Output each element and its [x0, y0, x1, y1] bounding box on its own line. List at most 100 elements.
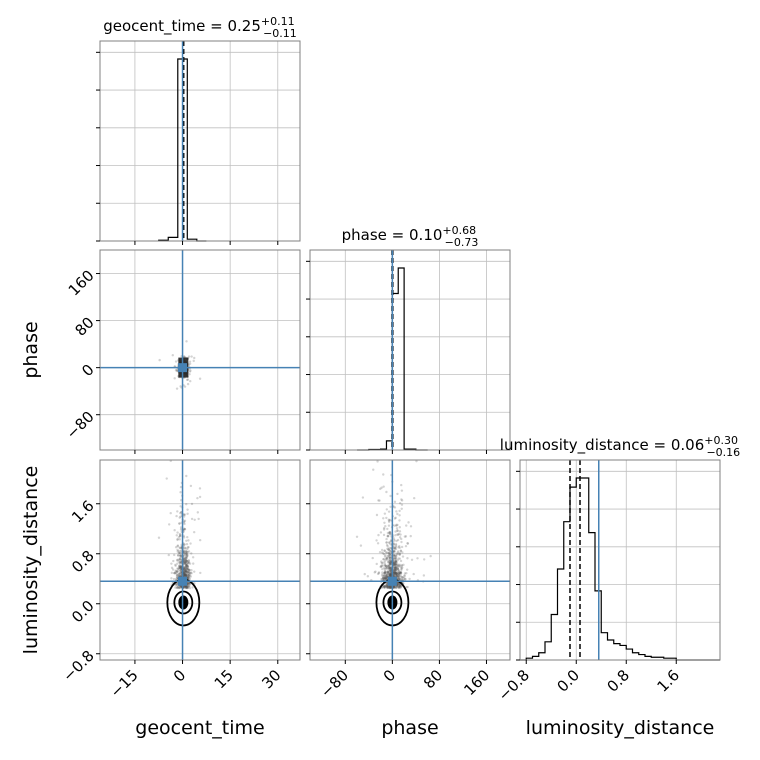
- sample-point: [385, 575, 389, 578]
- sample-point: [400, 499, 404, 502]
- sample-point: [399, 586, 402, 589]
- sample-point: [384, 584, 388, 588]
- sample-point: [182, 568, 186, 571]
- sample-point: [393, 569, 396, 572]
- sample-point: [386, 555, 389, 558]
- sample-point: [397, 550, 400, 553]
- sample-point: [186, 567, 189, 571]
- sample-point: [398, 546, 401, 549]
- sample-point: [400, 498, 403, 501]
- sample-point: [388, 563, 391, 566]
- sample-point: [175, 368, 178, 372]
- sample-point: [397, 568, 400, 572]
- sample-point: [187, 584, 190, 588]
- sample-point: [395, 527, 399, 530]
- sample-point: [183, 567, 186, 571]
- sample-point: [416, 557, 419, 560]
- sample-point: [183, 586, 187, 589]
- sample-point: [388, 574, 391, 577]
- sample-point: [185, 573, 188, 577]
- sample-point: [175, 369, 179, 373]
- sample-point: [394, 566, 397, 569]
- sample-point: [184, 563, 188, 567]
- sample-point: [176, 586, 179, 590]
- sample-point: [422, 558, 426, 561]
- sample-point: [185, 559, 188, 562]
- sample-point: [399, 533, 402, 536]
- sample-point: [185, 574, 188, 578]
- sample-point: [174, 369, 178, 372]
- sample-point: [182, 573, 186, 577]
- sample-point: [394, 530, 397, 533]
- histogram-luminosity_distance: [520, 477, 720, 661]
- sample-point: [190, 502, 194, 506]
- sample-point: [185, 340, 188, 343]
- sample-point: [186, 566, 189, 569]
- sample-point: [183, 585, 186, 588]
- sample-point: [395, 523, 398, 527]
- sample-point: [389, 574, 392, 578]
- sample-point: [393, 571, 396, 575]
- sample-point: [384, 576, 388, 579]
- sample-point: [398, 584, 402, 587]
- sample-point: [393, 563, 397, 567]
- sample-point: [177, 586, 180, 590]
- sample-point: [183, 560, 186, 564]
- sample-point: [387, 572, 390, 575]
- sample-point: [394, 560, 398, 564]
- sample-point: [407, 521, 410, 524]
- sample-point: [170, 562, 173, 565]
- sample-point: [185, 556, 188, 560]
- sample-point: [400, 489, 404, 492]
- sample-point: [185, 562, 188, 566]
- sample-point: [387, 552, 391, 555]
- sample-point: [395, 569, 398, 572]
- sample-point: [179, 555, 183, 558]
- sample-point: [383, 566, 386, 570]
- sample-point: [383, 571, 387, 574]
- sample-point: [187, 569, 190, 572]
- sample-point: [183, 573, 187, 577]
- sample-point: [397, 574, 401, 577]
- sample-point: [388, 546, 391, 550]
- sample-point: [383, 562, 387, 565]
- sample-point: [183, 573, 186, 576]
- sample-point: [396, 565, 400, 569]
- sample-point: [184, 585, 188, 588]
- sample-point: [387, 524, 391, 527]
- sample-point: [393, 554, 396, 558]
- sample-point: [394, 545, 398, 549]
- sample-point: [366, 575, 370, 578]
- sample-point: [389, 556, 392, 559]
- sample-point: [388, 585, 392, 589]
- sample-point: [377, 571, 381, 574]
- sample-point: [178, 586, 181, 590]
- sample-point: [189, 484, 193, 488]
- sample-point: [384, 574, 388, 577]
- sample-point: [400, 564, 404, 568]
- sample-point: [396, 529, 399, 532]
- sample-point: [184, 562, 188, 565]
- sample-point: [178, 566, 181, 570]
- sample-point: [182, 570, 186, 573]
- sample-point: [389, 494, 392, 498]
- sample-point: [182, 572, 186, 575]
- panel-title-phase: phase = 0.10+0.68 −0.73: [342, 224, 479, 249]
- sample-point: [178, 561, 181, 564]
- sample-point: [183, 522, 186, 526]
- sample-point: [394, 569, 397, 572]
- sample-point: [183, 528, 187, 531]
- sample-point: [396, 567, 399, 570]
- sample-point: [388, 570, 392, 573]
- sample-point: [175, 583, 179, 586]
- sample-point: [179, 566, 182, 569]
- sample-point: [169, 511, 172, 515]
- sample-point: [401, 566, 404, 569]
- sample-point: [389, 585, 393, 588]
- sample-point: [174, 563, 177, 566]
- y-axis-label-phase: phase: [20, 321, 42, 378]
- sample-point: [383, 521, 386, 525]
- sample-point: [400, 503, 404, 506]
- sample-point: [177, 549, 180, 553]
- sample-point: [384, 577, 387, 581]
